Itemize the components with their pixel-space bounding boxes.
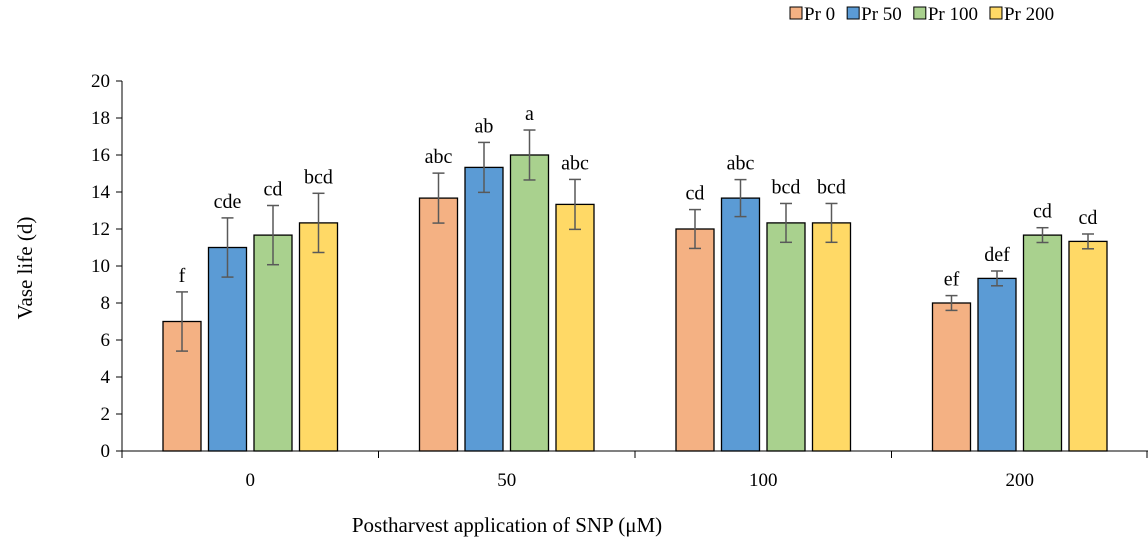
- legend-swatch: [789, 6, 803, 20]
- legend-label: Pr 100: [928, 4, 978, 25]
- y-tick-label: 4: [101, 367, 111, 388]
- legend-swatch: [913, 6, 927, 20]
- y-tick-label: 16: [91, 145, 110, 166]
- data-label: cd: [686, 183, 705, 205]
- x-tick-label: 0: [246, 470, 256, 491]
- data-label: abc: [727, 153, 755, 175]
- data-label: f: [179, 265, 186, 287]
- bar: [555, 203, 595, 452]
- bar: [977, 277, 1017, 452]
- y-tick-label: 18: [91, 108, 110, 129]
- bar: [720, 197, 761, 452]
- bar: [1022, 234, 1063, 452]
- bar: [811, 222, 852, 452]
- y-axis: 0 2 4 6 8 10 12 14 16 18 20: [91, 71, 123, 462]
- bar: [766, 222, 806, 452]
- x-axis-title: Postharvest application of SNP (μM): [352, 513, 662, 537]
- legend-label: Pr 0: [804, 4, 835, 25]
- legend-swatch: [989, 6, 1003, 20]
- bar: [464, 166, 504, 452]
- legend-label: Pr 200: [1004, 4, 1054, 25]
- bar: [931, 302, 972, 452]
- data-label: cd: [264, 179, 283, 201]
- data-label: cd: [1079, 207, 1098, 229]
- x-axis: 0 50 100 200: [121, 450, 1148, 491]
- bar: [675, 228, 715, 452]
- y-axis-title: Vase life (d): [13, 217, 37, 320]
- bar: [207, 246, 248, 452]
- y-tick-label: 8: [101, 293, 111, 314]
- data-label: cd: [1033, 201, 1052, 223]
- bar: [253, 234, 293, 452]
- x-tick-label: 200: [1006, 470, 1035, 491]
- data-label: abc: [561, 152, 589, 174]
- y-tick-label: 0: [101, 441, 111, 462]
- data-label: cde: [214, 191, 242, 213]
- legend: Pr 0 Pr 50 Pr 100 Pr 200: [789, 4, 1054, 25]
- data-label: bcd: [772, 176, 801, 198]
- bar: [418, 197, 459, 452]
- y-tick-label: 6: [101, 330, 111, 351]
- y-tick-label: 14: [91, 182, 111, 203]
- data-label: ab: [475, 115, 494, 137]
- data-label: bcd: [304, 166, 333, 188]
- y-tick-label: 2: [101, 404, 111, 425]
- data-label: bcd: [817, 176, 846, 198]
- bar: [509, 154, 550, 452]
- data-label: ef: [944, 269, 960, 291]
- y-tick-label: 12: [91, 219, 110, 240]
- y-tick-label: 20: [91, 71, 110, 92]
- legend-swatch: [846, 6, 860, 20]
- data-label: abc: [425, 146, 453, 168]
- data-label: def: [984, 244, 1010, 266]
- legend-label: Pr 50: [861, 4, 902, 25]
- data-label: a: [525, 103, 534, 125]
- bar: [298, 222, 339, 452]
- x-tick-label: 100: [749, 470, 778, 491]
- bar: [1068, 240, 1108, 452]
- x-tick-label: 50: [497, 470, 516, 491]
- y-tick-label: 10: [91, 256, 110, 277]
